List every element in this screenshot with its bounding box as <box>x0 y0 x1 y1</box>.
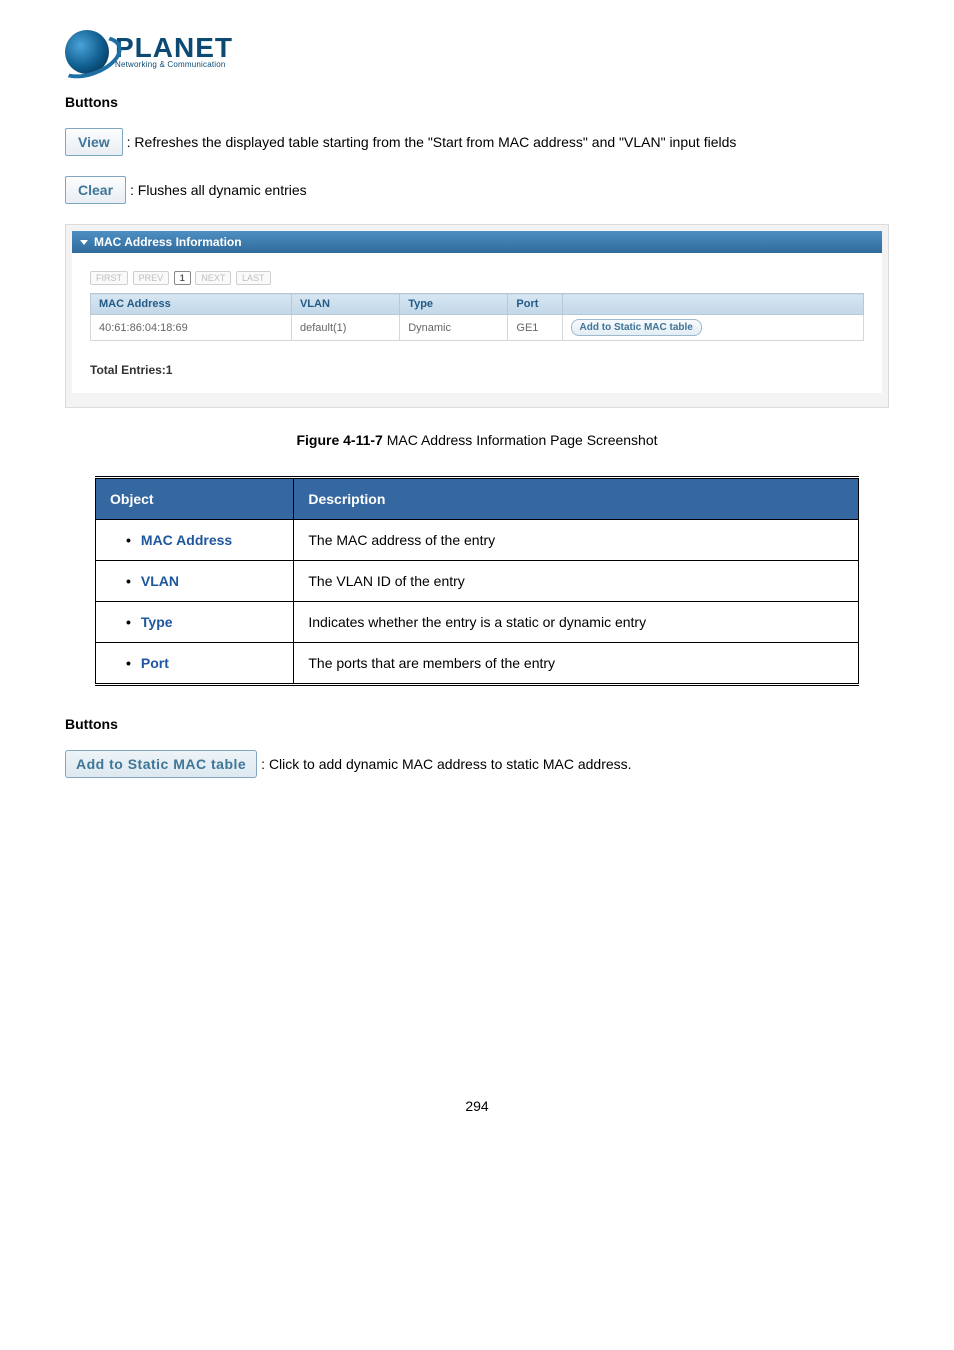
logo: PLANET Networking & Communication <box>65 30 889 74</box>
th-description: Description <box>294 478 859 520</box>
cell-type: Dynamic <box>400 315 508 341</box>
panel-header[interactable]: MAC Address Information <box>72 231 882 253</box>
logo-brand: PLANET <box>115 35 233 60</box>
obj-type: •Type <box>96 602 294 643</box>
table-row: 40:61:86:04:18:69 default(1) Dynamic GE1… <box>91 315 864 341</box>
obj-port: •Port <box>96 643 294 685</box>
desc-type: Indicates whether the entry is a static … <box>294 602 859 643</box>
desc-port: The ports that are members of the entry <box>294 643 859 685</box>
clear-description: : Flushes all dynamic entries <box>130 182 307 198</box>
add-static-mac-button[interactable]: Add to Static MAC table <box>65 750 257 778</box>
pager-next[interactable]: NEXT <box>195 271 231 285</box>
desc-vlan: The VLAN ID of the entry <box>294 561 859 602</box>
figure-text: MAC Address Information Page Screenshot <box>383 432 658 448</box>
table-row: •MAC Address The MAC address of the entr… <box>96 520 859 561</box>
logo-mark <box>65 30 109 74</box>
obj-vlan: •VLAN <box>96 561 294 602</box>
th-mac: MAC Address <box>91 294 292 315</box>
th-port: Port <box>508 294 562 315</box>
th-vlan: VLAN <box>291 294 399 315</box>
th-action <box>562 294 863 315</box>
buttons-heading-2: Buttons <box>65 716 889 732</box>
caret-down-icon <box>80 240 88 245</box>
pager-current[interactable]: 1 <box>174 271 191 285</box>
mac-table: MAC Address VLAN Type Port 40:61:86:04:1… <box>90 293 864 341</box>
figure-caption: Figure 4-11-7 MAC Address Information Pa… <box>65 432 889 448</box>
mac-info-screenshot: MAC Address Information FIRST PREV 1 NEX… <box>65 224 889 408</box>
pager-last[interactable]: LAST <box>236 271 271 285</box>
pager: FIRST PREV 1 NEXT LAST <box>90 269 864 285</box>
pager-prev[interactable]: PREV <box>133 271 170 285</box>
table-row: •VLAN The VLAN ID of the entry <box>96 561 859 602</box>
add-static-description: : Click to add dynamic MAC address to st… <box>261 756 631 772</box>
total-entries: Total Entries:1 <box>90 363 864 377</box>
figure-number: Figure 4-11-7 <box>296 432 382 448</box>
desc-mac: The MAC address of the entry <box>294 520 859 561</box>
obj-mac: •MAC Address <box>96 520 294 561</box>
object-description-table: Object Description •MAC Address The MAC … <box>95 476 859 686</box>
cell-port: GE1 <box>508 315 562 341</box>
logo-tagline: Networking & Communication <box>115 60 233 69</box>
pager-first[interactable]: FIRST <box>90 271 128 285</box>
table-row: •Port The ports that are members of the … <box>96 643 859 685</box>
panel-title: MAC Address Information <box>94 235 242 249</box>
page-number: 294 <box>65 1098 889 1114</box>
add-to-static-button[interactable]: Add to Static MAC table <box>571 319 702 336</box>
buttons-heading: Buttons <box>65 94 889 110</box>
cell-mac: 40:61:86:04:18:69 <box>91 315 292 341</box>
view-description: : Refreshes the displayed table starting… <box>127 134 737 150</box>
view-button[interactable]: View <box>65 128 123 156</box>
th-object: Object <box>96 478 294 520</box>
cell-vlan: default(1) <box>291 315 399 341</box>
th-type: Type <box>400 294 508 315</box>
clear-button[interactable]: Clear <box>65 176 126 204</box>
table-row: •Type Indicates whether the entry is a s… <box>96 602 859 643</box>
